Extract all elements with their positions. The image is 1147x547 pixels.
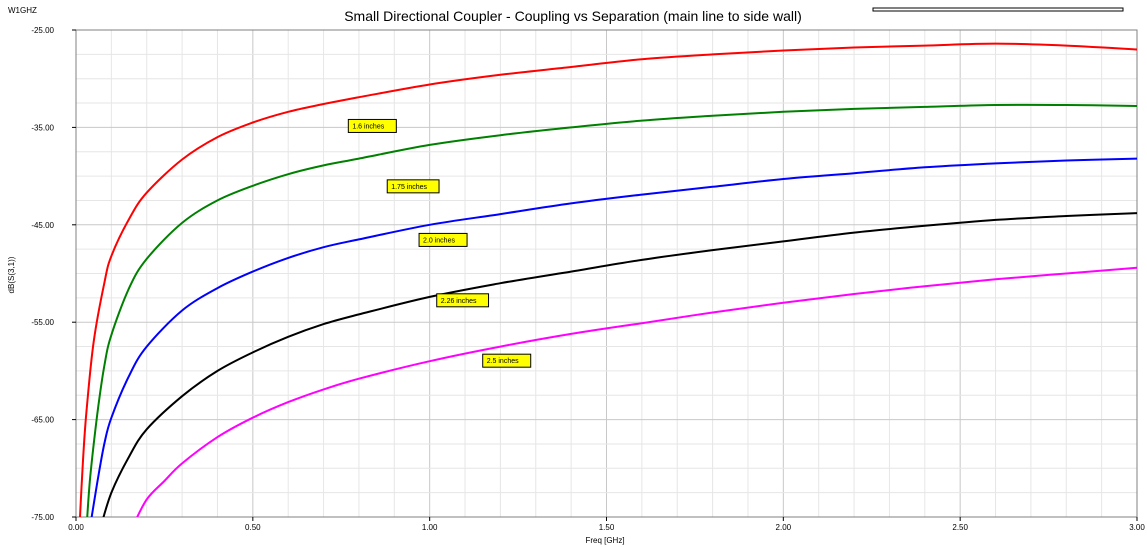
x-tick-label: 0.00 bbox=[68, 523, 84, 532]
chart-title: Small Directional Coupler - Coupling vs … bbox=[344, 8, 802, 24]
annotation-box bbox=[436, 293, 490, 308]
annotation-label: 2.0 inches bbox=[423, 237, 455, 244]
header-bar bbox=[872, 7, 1124, 12]
annotation-box bbox=[386, 179, 440, 194]
x-tick-label: 2.00 bbox=[776, 523, 792, 532]
annotation-box bbox=[347, 118, 397, 133]
x-axis-label: Freq [GHz] bbox=[585, 536, 624, 545]
y-axis-label: dB(S(3,1)) bbox=[7, 256, 16, 293]
annotation-box bbox=[418, 232, 468, 247]
series-line-2-26-inches bbox=[102, 212, 1137, 517]
y-tick-label: -35.00 bbox=[31, 123, 54, 132]
y-tick-label: -25.00 bbox=[31, 26, 54, 35]
y-tick-label: -65.00 bbox=[31, 416, 54, 425]
x-tick-label: 1.00 bbox=[422, 523, 438, 532]
series-line-2-5-inches bbox=[136, 266, 1137, 517]
y-tick-label: -45.00 bbox=[31, 221, 54, 230]
series-line-2-0-inches bbox=[90, 157, 1137, 517]
series-line-1-75-inches bbox=[86, 103, 1137, 517]
y-tick-label: -75.00 bbox=[31, 513, 54, 522]
annotation-label: 1.6 inches bbox=[352, 123, 384, 130]
annotation-label: 2.26 inches bbox=[441, 298, 477, 305]
plot-area: 0.00 0.50 1.00 1.50 2.00 2.50 3.00 -25.00 -35.00… bbox=[31, 26, 1145, 532]
annotation-box bbox=[482, 353, 532, 368]
x-tick-label: 1.50 bbox=[599, 523, 615, 532]
x-tick-label: 3.00 bbox=[1129, 523, 1145, 532]
series-line-1-6-inches bbox=[78, 42, 1137, 517]
annotation-label: 1.75 inches bbox=[391, 184, 427, 191]
corner-label: W1GHZ bbox=[8, 6, 37, 15]
x-tick-label: 0.50 bbox=[245, 523, 261, 532]
y-tick-label: -55.00 bbox=[31, 318, 54, 327]
annotation-label: 2.5 inches bbox=[487, 358, 519, 365]
x-tick-label: 2.50 bbox=[952, 523, 968, 532]
